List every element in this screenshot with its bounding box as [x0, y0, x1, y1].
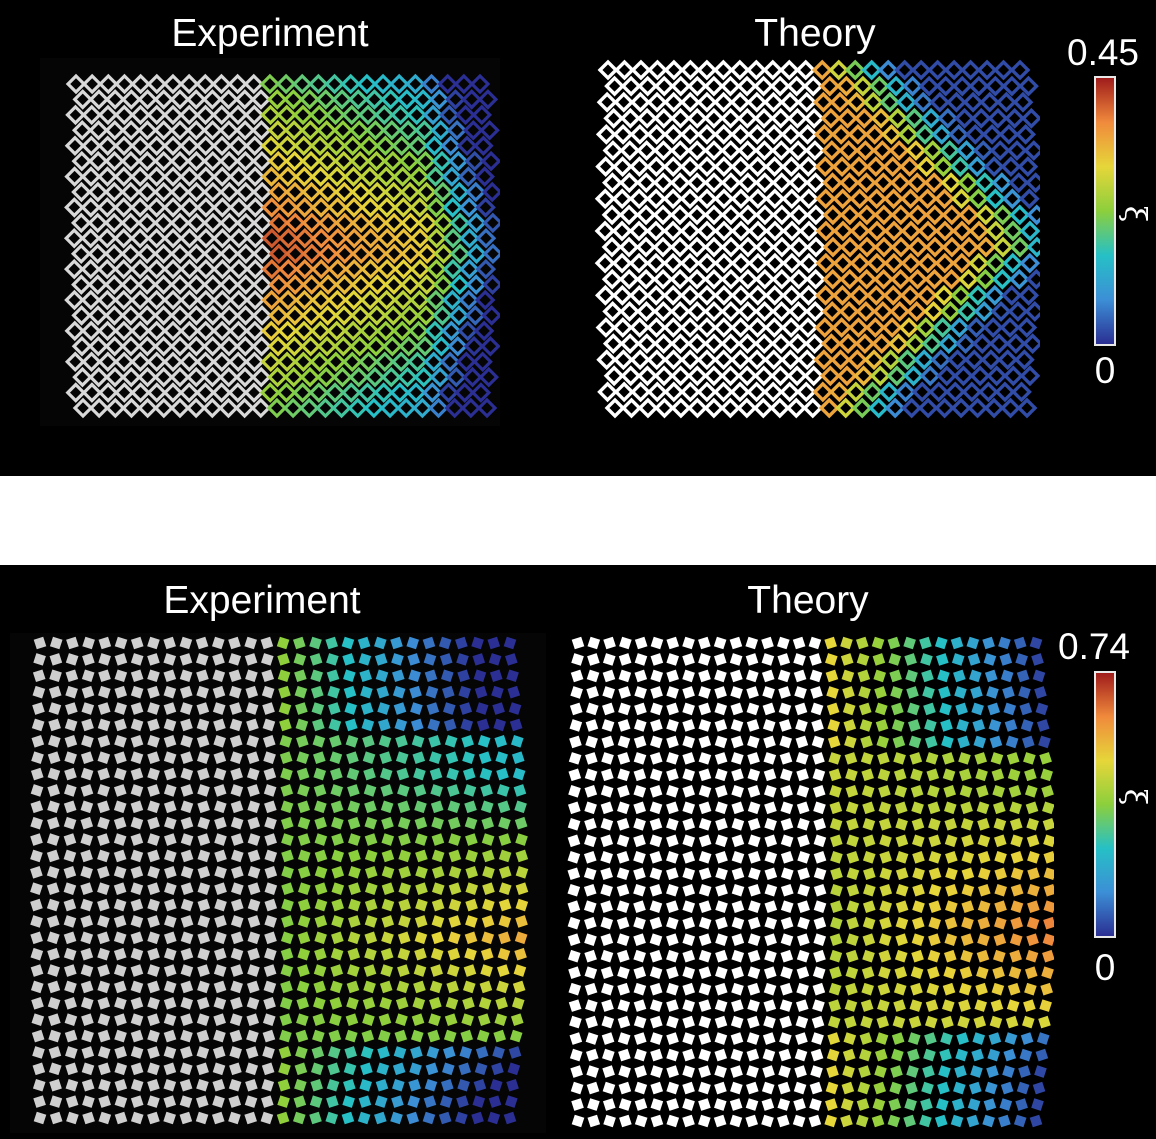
experiment-lattice-image: [10, 633, 546, 1133]
lattice-tiles: [30, 636, 529, 1125]
colorbar-max-label: 0.74: [1057, 626, 1131, 667]
theory-title: Theory: [754, 12, 876, 55]
theory-lattice: [594, 59, 1040, 419]
experiment-lattice: [63, 73, 500, 419]
experiment-title: Experiment: [171, 12, 369, 55]
lattice-tiles: [63, 73, 500, 419]
lattice-tiles: [567, 636, 1054, 1128]
colorbar-symbol: ξ: [1117, 788, 1152, 806]
colorbar-max-label: 0.45: [1066, 32, 1140, 73]
colorbar: [1094, 76, 1116, 346]
colorbar: [1094, 671, 1116, 938]
lattice-tiles: [594, 59, 1040, 419]
colorbar-min-label: 0: [1094, 350, 1116, 391]
colorbar-min-label: 0: [1094, 947, 1116, 988]
figure-panel-bottom: Experiment Theory 0.74 ξ 0: [0, 565, 1156, 1139]
theory-title: Theory: [747, 579, 869, 622]
theory-lattice-image: [590, 58, 1040, 426]
theory-lattice: [567, 636, 1054, 1128]
experiment-lattice-image: [40, 58, 500, 426]
experiment-title: Experiment: [163, 579, 361, 622]
theory-lattice-image: [556, 633, 1054, 1133]
figure-panel-top: Experiment Theory 0.45 ξ 0: [0, 0, 1156, 476]
colorbar-symbol: ξ: [1117, 205, 1152, 223]
experiment-lattice: [30, 636, 529, 1125]
